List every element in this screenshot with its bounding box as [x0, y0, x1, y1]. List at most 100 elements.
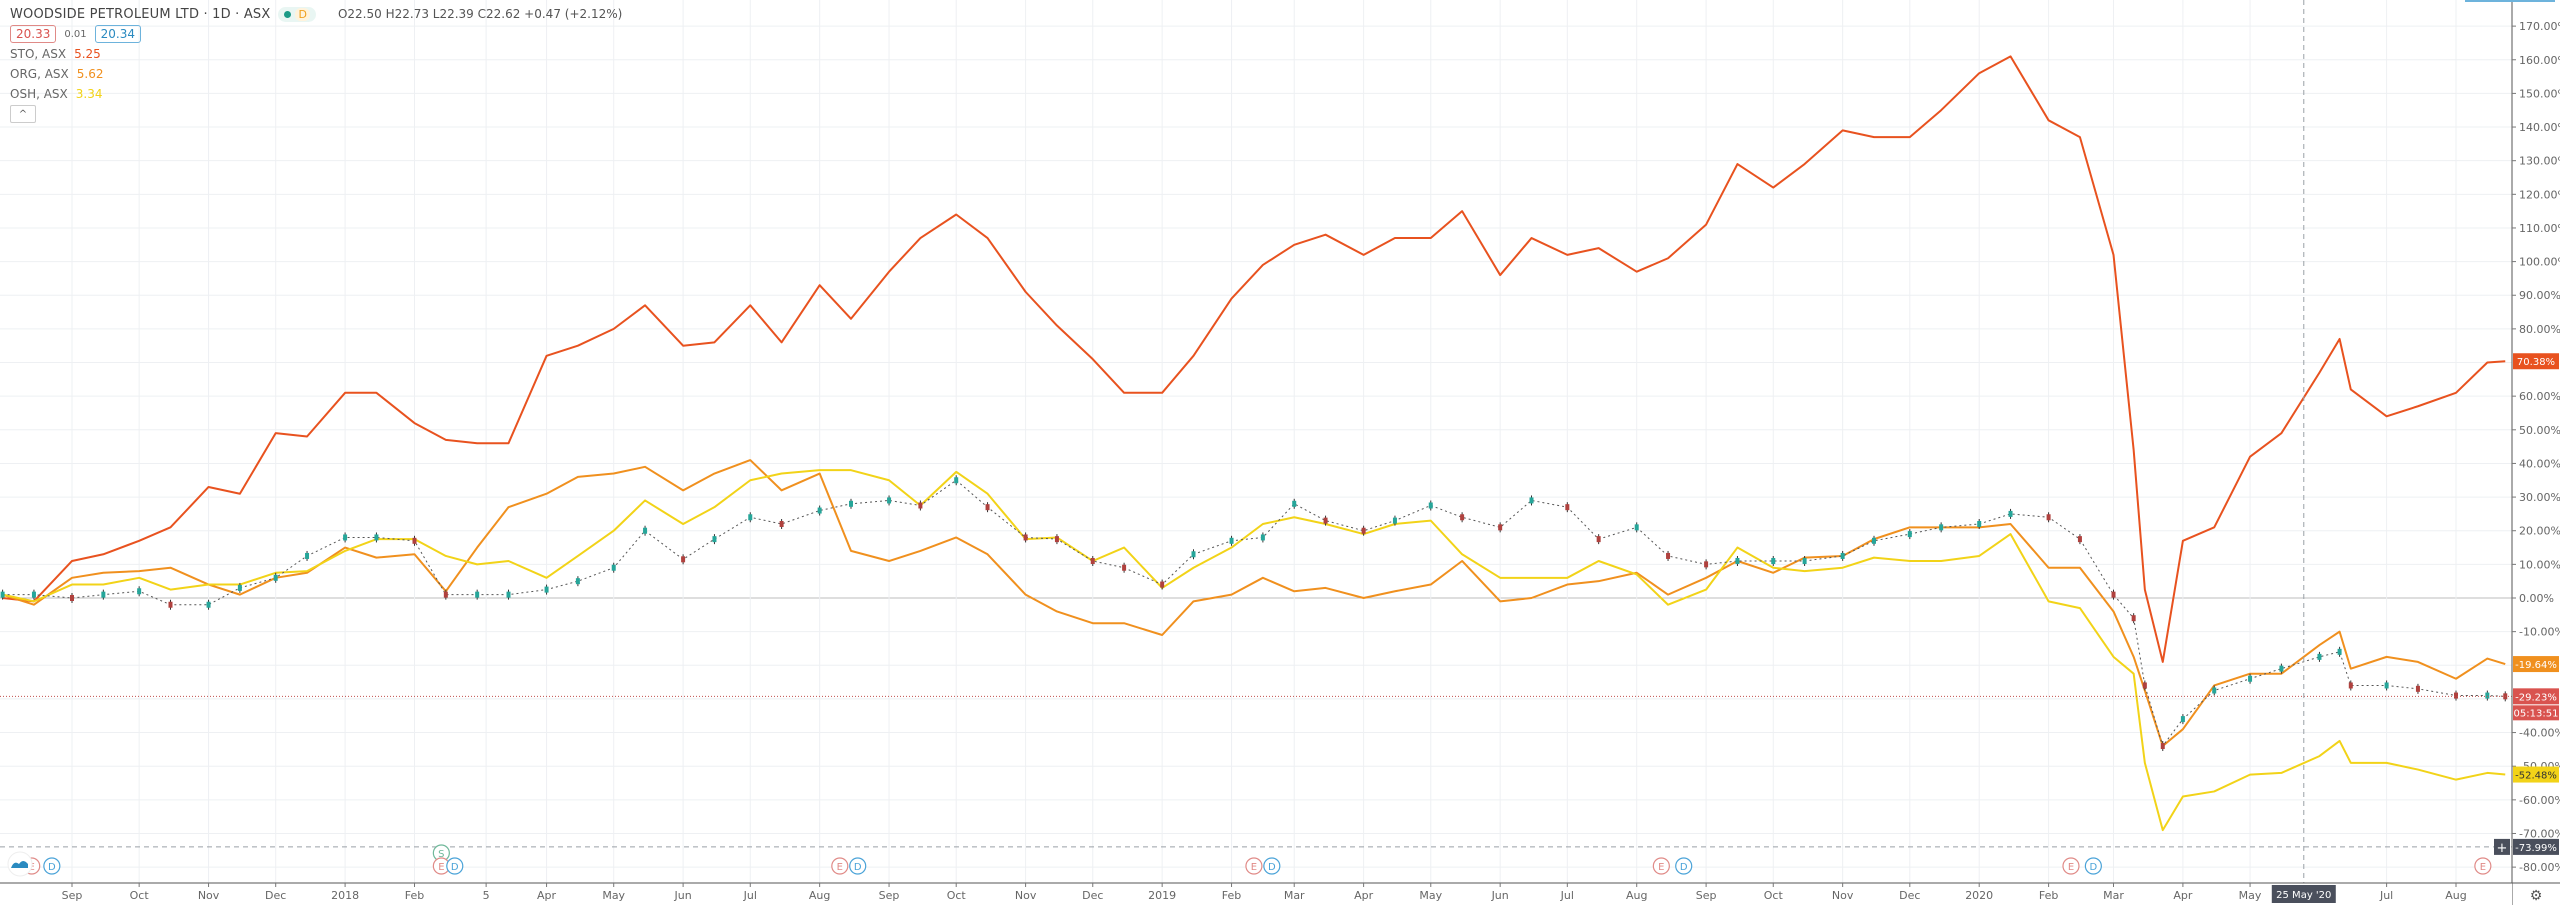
price-tick-label: -80.00% [2519, 861, 2560, 874]
event-letter: S [438, 849, 444, 860]
time-tick-label: May [602, 889, 625, 902]
collapse-legend-button[interactable]: ^ [10, 105, 36, 123]
candle-body [1122, 564, 1127, 571]
candle [1802, 555, 1807, 566]
event-marker-e[interactable]: E [831, 857, 849, 875]
candle-body [1428, 502, 1433, 509]
candle-body [2077, 536, 2082, 543]
event-letter: E [1251, 862, 1257, 873]
candle [1392, 515, 1397, 526]
candle [748, 512, 753, 523]
candle [343, 532, 348, 543]
candle-body [954, 477, 959, 484]
compare-row-sto[interactable]: STO, ASX 5.25 [10, 44, 622, 64]
event-marker-e[interactable]: E [1652, 857, 1670, 875]
compare-price: 5.25 [74, 47, 101, 61]
candle-body [2454, 692, 2459, 699]
event-marker-d[interactable]: D [1263, 857, 1281, 875]
grid [0, 0, 2512, 883]
ask-price[interactable]: 20.34 [94, 25, 141, 43]
event-marker-d[interactable]: D [2084, 857, 2102, 875]
event-marker-d[interactable]: D [446, 857, 464, 875]
candle [443, 589, 448, 600]
time-tick-label: Nov [1015, 889, 1037, 902]
candle-body [412, 537, 417, 544]
candle [1361, 525, 1366, 536]
bid-price[interactable]: 20.33 [10, 25, 57, 43]
event-letter: E [837, 862, 843, 873]
tradingview-cloud-icon [7, 851, 33, 877]
candle [1939, 522, 1944, 533]
ohlc-values: O22.50 H22.73 L22.39 C22.62 +0.47 (+2.12… [337, 7, 623, 21]
add-alert-plus-button[interactable]: + [2494, 838, 2510, 856]
price-axis[interactable]: 170.00% 160.00% 150.00% 140.00% 130.00% 120.0… [2465, 0, 2560, 905]
candle [2248, 673, 2253, 684]
price-tick-label: 10.00% [2519, 558, 2560, 571]
symbol-title[interactable]: WOODSIDE PETROLEUM LTD · 1D · ASX [10, 6, 271, 22]
candle-body [2212, 687, 2217, 694]
time-tick-label: Sep [879, 889, 900, 902]
candle-body [1361, 527, 1366, 534]
candle [2337, 646, 2342, 657]
market-status[interactable]: D [278, 6, 316, 22]
candle [817, 505, 822, 516]
candle [2415, 683, 2420, 694]
candle [1771, 555, 1776, 566]
osh-last-value: -52.48% [2515, 771, 2557, 782]
compare-row-org[interactable]: ORG, ASX 5.62 [10, 64, 622, 84]
time-tick-label: Aug [2445, 889, 2466, 902]
time-tick-label: Aug [809, 889, 830, 902]
event-marker-e[interactable]: E [2474, 857, 2492, 875]
time-axis[interactable]: Sep Oct Nov Dec 2018 Feb 5 Apr May Jun Jul Aug Sep Oc… [0, 882, 2560, 905]
settings-gear-icon[interactable]: ⚙ [2530, 888, 2543, 904]
candle [1840, 550, 1845, 561]
wpl-last-value-bg [2513, 688, 2559, 705]
time-tick-label: Dec [1082, 889, 1103, 902]
time-tick-label: Oct [947, 889, 967, 902]
candle-body [70, 595, 74, 601]
candle [1977, 518, 1982, 529]
candle-body [374, 534, 379, 541]
candle-body [2384, 682, 2389, 689]
candle [137, 586, 142, 597]
price-tick-label: -70.00% [2519, 827, 2560, 840]
event-letter: D [1680, 862, 1688, 873]
price-tick-label: 140.00% [2519, 121, 2560, 134]
candle-body [887, 497, 892, 504]
candle [273, 572, 278, 583]
candle [2160, 741, 2165, 752]
candle-body [2131, 615, 2136, 622]
candle [1871, 535, 1876, 546]
scale-highlight [2465, 0, 2555, 2]
event-circle [2084, 857, 2102, 875]
candle [1260, 532, 1265, 543]
time-tick-label: 2018 [331, 889, 359, 902]
candle-body [31, 591, 36, 598]
event-letter: E [1658, 862, 1664, 873]
event-circle [831, 857, 849, 875]
event-circle [1652, 857, 1670, 875]
price-tick-label: 170.00% [2519, 20, 2560, 33]
event-marker-e[interactable]: E [2062, 857, 2080, 875]
time-tick-label: Dec [1899, 889, 1920, 902]
time-tick-label: 2020 [1965, 889, 1993, 902]
candle [206, 599, 211, 610]
event-marker-e[interactable]: E [432, 857, 450, 875]
price-tick-label: 60.00% [2519, 390, 2560, 403]
compare-row-osh[interactable]: OSH, ASX 3.34 [10, 84, 622, 104]
candle-body [1977, 520, 1982, 527]
candle [575, 576, 580, 587]
candle [2279, 663, 2284, 674]
series-line-org [2, 459, 2506, 748]
event-marker-d[interactable]: D [1675, 857, 1693, 875]
chart-legend: WOODSIDE PETROLEUM LTD · 1D · ASX D O22.… [10, 4, 622, 124]
event-marker-e[interactable]: E [1245, 857, 1263, 875]
candle-body [1191, 551, 1196, 558]
candle-body [985, 504, 990, 511]
event-marker-d[interactable]: D [849, 857, 867, 875]
event-marker-d[interactable]: D [43, 857, 61, 875]
plus-bg [2494, 838, 2510, 855]
event-letter: D [48, 862, 56, 873]
candle [101, 589, 106, 600]
